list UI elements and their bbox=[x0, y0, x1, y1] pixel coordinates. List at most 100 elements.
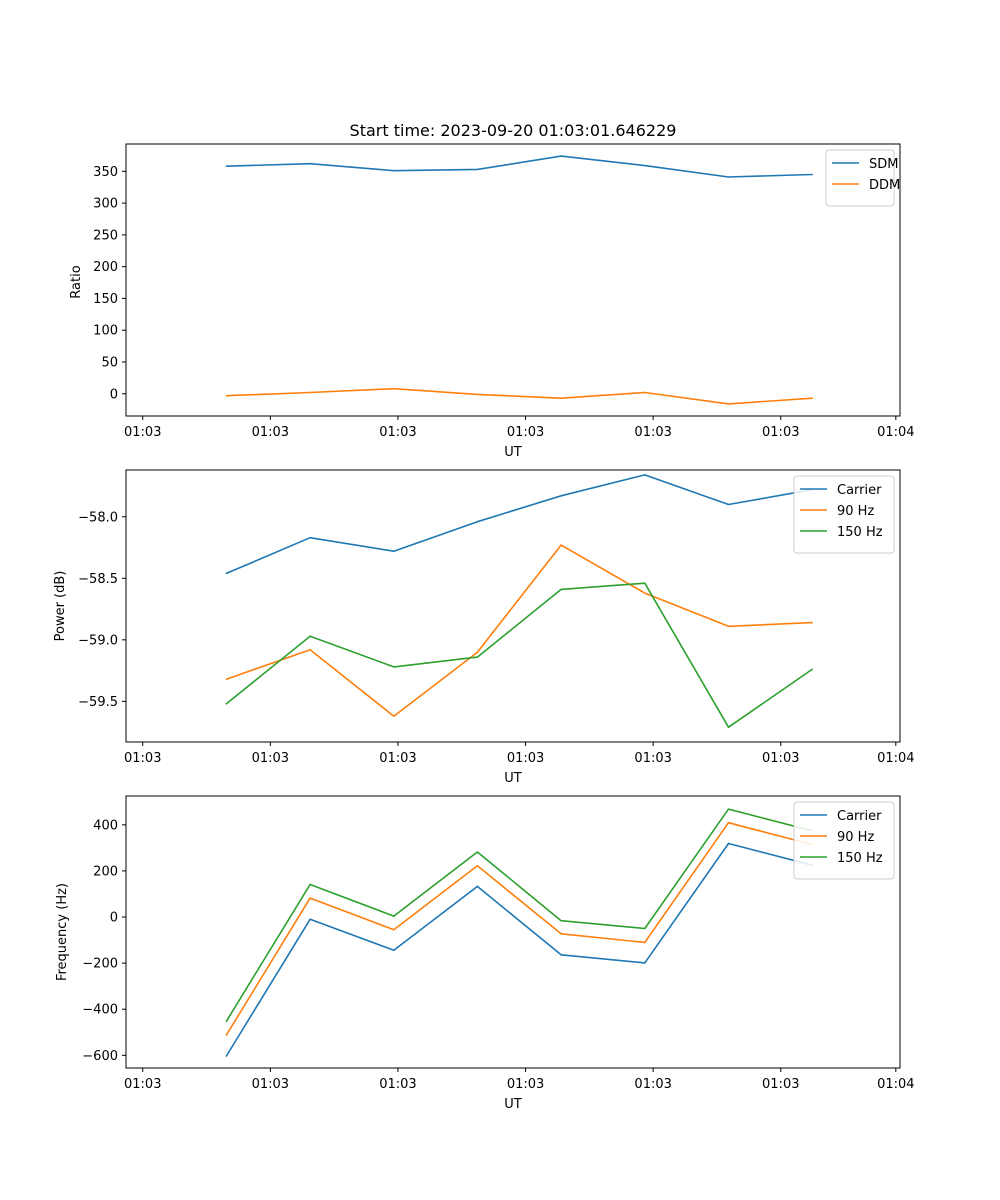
carrier-data-point bbox=[309, 536, 311, 539]
x-axis-label: UT bbox=[504, 771, 522, 786]
x-tick-label: 01:03 bbox=[634, 425, 671, 440]
x-tick-label: 01:03 bbox=[379, 425, 416, 440]
carrier-data-point bbox=[476, 520, 479, 523]
sdm-series-line bbox=[226, 155, 813, 178]
x-tick-label: 01:03 bbox=[379, 751, 416, 766]
y-tick-label: −58.5 bbox=[78, 572, 118, 587]
carrier-data-point bbox=[643, 474, 646, 476]
legend-label-150-hz: 150 Hz bbox=[837, 851, 883, 866]
sdm-data-point bbox=[727, 176, 730, 178]
power-plot-area: 01:03 01:03 01:03 01:03 01:03 01:03 01:04 −59.5… bbox=[78, 469, 915, 766]
90-hz-data-point bbox=[225, 1034, 228, 1036]
y-tick-label: 100 bbox=[93, 324, 118, 339]
150-hz-data-point bbox=[811, 668, 813, 671]
carrier-data-point bbox=[643, 962, 646, 964]
x-tick-label: 01:03 bbox=[762, 1077, 799, 1092]
y-tick-label: −59.5 bbox=[78, 695, 118, 710]
90-hz-data-point bbox=[476, 651, 479, 653]
y-tick-label: 50 bbox=[101, 355, 118, 370]
ddm-data-point bbox=[225, 394, 228, 397]
x-tick-label: 01:03 bbox=[124, 751, 161, 766]
y-tick-label: 350 bbox=[93, 165, 118, 180]
carrier-data-point bbox=[727, 842, 730, 845]
150-hz-data-point bbox=[392, 666, 395, 668]
x-tick-label: 01:03 bbox=[124, 1077, 161, 1092]
x-tick-label: 01:03 bbox=[124, 425, 161, 440]
150-hz-data-point bbox=[643, 582, 646, 585]
y-tick-label: 0 bbox=[110, 387, 118, 402]
carrier-data-point bbox=[727, 503, 730, 506]
carrier-data-point bbox=[560, 495, 562, 497]
y-axis-label: Frequency (Hz) bbox=[55, 883, 70, 981]
carrier-data-point bbox=[476, 885, 479, 888]
150-hz-data-point bbox=[476, 851, 479, 853]
panel-frequency: 01:03 01:03 01:03 01:03 01:03 01:03 01:04 −600 −… bbox=[55, 795, 915, 1112]
x-tick-label: 01:03 bbox=[507, 751, 544, 766]
150-hz-data-point bbox=[643, 927, 646, 930]
90-hz-data-point bbox=[643, 941, 646, 944]
150-hz-data-point bbox=[225, 1020, 228, 1023]
y-tick-label: 150 bbox=[93, 292, 118, 307]
90-hz-data-point bbox=[392, 928, 395, 931]
ddm-data-point bbox=[811, 397, 813, 400]
sdm-data-point bbox=[811, 173, 813, 176]
ratio-axes-frame bbox=[125, 143, 901, 417]
150-hz-data-point bbox=[560, 588, 562, 591]
carrier-data-point bbox=[392, 550, 395, 553]
150-hz-series-line bbox=[225, 808, 813, 1022]
x-axis-label: UT bbox=[504, 1097, 522, 1112]
150-hz-data-point bbox=[560, 919, 562, 922]
x-axis-label: UT bbox=[504, 445, 522, 460]
90-hz-data-point bbox=[309, 897, 311, 899]
ddm-data-point bbox=[560, 397, 562, 400]
legend-box bbox=[793, 475, 895, 554]
x-tick-label: 01:04 bbox=[877, 751, 914, 766]
ddm-series-line bbox=[226, 387, 813, 405]
y-axis-label: Power (dB) bbox=[53, 571, 68, 642]
ratio-plot-area: 01:03 01:03 01:03 01:03 01:03 01:03 01:04 0 50 10… bbox=[93, 143, 915, 440]
150-hz-data-point bbox=[392, 915, 395, 917]
legend-label-90-hz: 90 Hz bbox=[837, 504, 874, 519]
90-hz-data-point bbox=[643, 592, 646, 594]
carrier-data-point bbox=[560, 954, 562, 956]
y-tick-label: 250 bbox=[93, 228, 118, 243]
x-tick-label: 01:03 bbox=[252, 425, 289, 440]
y-axis-label: Ratio bbox=[69, 265, 84, 298]
90-hz-data-point bbox=[560, 544, 562, 546]
ddm-data-point bbox=[643, 391, 646, 394]
150-hz-series-line bbox=[225, 582, 813, 729]
x-tick-label: 01:04 bbox=[877, 1077, 914, 1092]
x-tick-label: 01:03 bbox=[762, 425, 799, 440]
y-tick-label: 200 bbox=[93, 260, 118, 275]
power-axes-frame bbox=[125, 469, 901, 743]
150-hz-data-point bbox=[727, 726, 730, 729]
sdm-data-point bbox=[476, 168, 479, 171]
y-tick-label: 0 bbox=[110, 911, 118, 926]
carrier-series-line bbox=[226, 474, 813, 575]
carrier-data-point bbox=[309, 918, 311, 921]
legend-label-90-hz: 90 Hz bbox=[837, 830, 874, 845]
sdm-data-point bbox=[560, 155, 562, 157]
y-tick-label: −400 bbox=[82, 1003, 118, 1018]
90-hz-data-point bbox=[811, 621, 813, 624]
legend-label-carrier: Carrier bbox=[837, 809, 882, 824]
x-tick-label: 01:03 bbox=[762, 751, 799, 766]
150-hz-data-point bbox=[476, 656, 479, 658]
150-hz-data-point bbox=[309, 883, 311, 886]
legend-label-150-hz: 150 Hz bbox=[837, 525, 883, 540]
frequency-legend: Carrier 90 Hz 150 Hz bbox=[793, 801, 895, 880]
150-hz-data-point bbox=[727, 808, 730, 810]
y-tick-label: 400 bbox=[93, 818, 118, 833]
x-tick-label: 01:04 bbox=[877, 425, 914, 440]
x-tick-label: 01:03 bbox=[379, 1077, 416, 1092]
y-tick-label: 200 bbox=[93, 864, 118, 879]
x-tick-label: 01:03 bbox=[507, 425, 544, 440]
ddm-data-point bbox=[476, 393, 479, 396]
sdm-data-point bbox=[392, 169, 395, 172]
y-tick-label: −600 bbox=[82, 1049, 118, 1064]
ratio-legend: SDM DDM bbox=[825, 149, 900, 207]
carrier-series-line bbox=[225, 842, 813, 1057]
legend-label-ddm: DDM bbox=[869, 178, 900, 193]
sdm-data-point bbox=[643, 164, 646, 167]
legend-box bbox=[793, 801, 895, 880]
